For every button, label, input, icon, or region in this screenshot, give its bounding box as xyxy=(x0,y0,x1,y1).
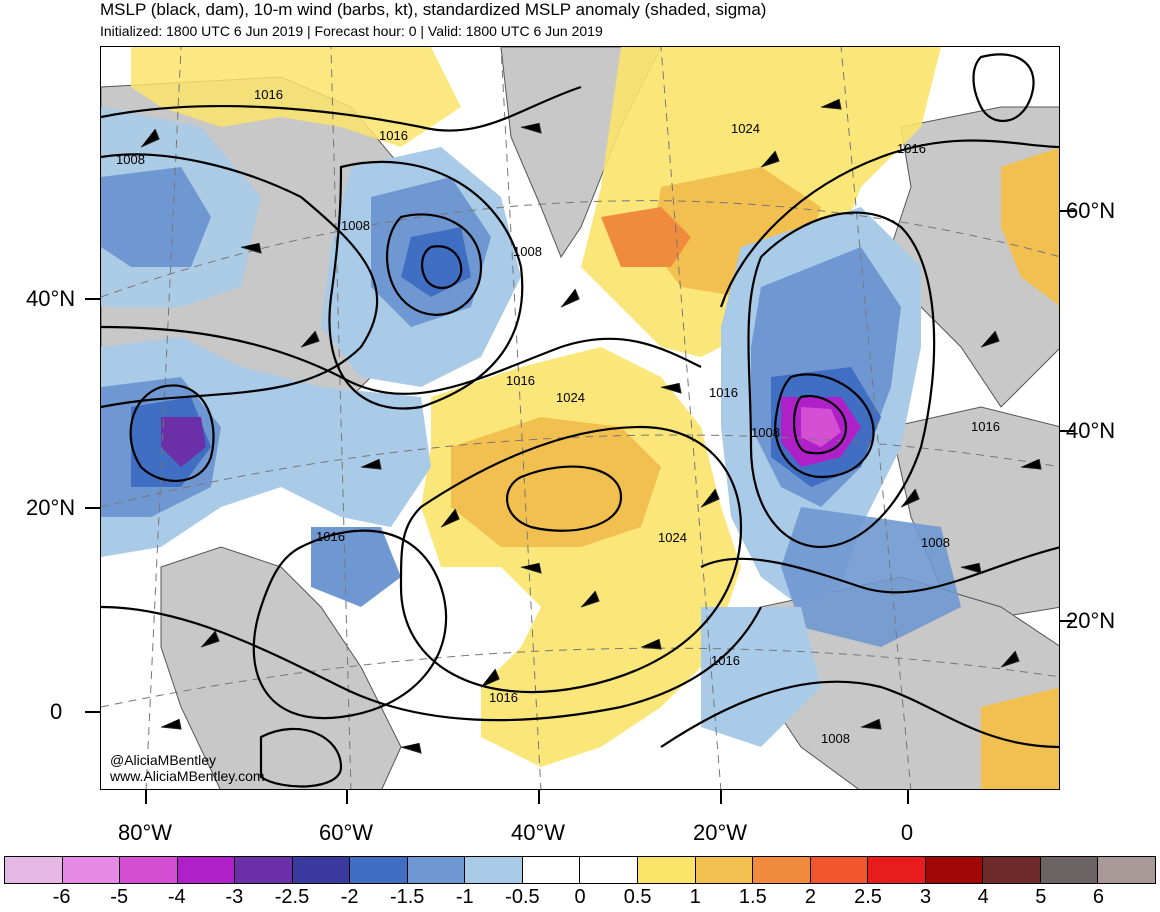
colorbar-swatch xyxy=(868,857,926,883)
contour-label: 1008 xyxy=(341,218,370,233)
contour-label: 1016 xyxy=(489,690,518,705)
tick-mark xyxy=(538,790,540,804)
colorbar-swatch xyxy=(177,857,236,883)
colorbar-label: 2.5 xyxy=(854,886,882,908)
tick-mark xyxy=(145,790,147,804)
colorbar-label: 0.5 xyxy=(623,886,652,908)
lon-label-20w: 20°W xyxy=(692,820,748,845)
colorbar-label: -2 xyxy=(340,886,359,908)
tick-mark xyxy=(85,298,100,300)
colorbar-swatch xyxy=(810,857,869,883)
colorbar-label: 4 xyxy=(977,886,989,908)
colorbar-label: -5 xyxy=(110,886,129,908)
colorbar-swatch xyxy=(407,857,466,883)
colorbar-swatch xyxy=(5,857,63,883)
colorbar-label: 0 xyxy=(574,886,586,908)
lat-label-left-40n: 40°N xyxy=(26,286,76,311)
colorbar-swatch xyxy=(580,857,639,883)
contour-label: 1016 xyxy=(254,87,283,102)
colorbar-label: 3 xyxy=(920,886,932,908)
lat-label-left-20n: 20°N xyxy=(26,495,76,520)
colorbar-swatch xyxy=(62,857,121,883)
contour-label: 1024 xyxy=(731,121,760,136)
tick-mark xyxy=(720,790,722,804)
contour-label: 1008 xyxy=(921,535,950,550)
map-title: MSLP (black, dam), 10-m wind (barbs, kt)… xyxy=(100,0,767,19)
colorbar-swatch xyxy=(522,857,581,883)
contour-label: 1024 xyxy=(658,530,687,545)
tick-mark xyxy=(907,790,909,804)
map-canvas: 1016 1016 1008 1008 1008 1024 1016 1016 … xyxy=(101,47,1059,789)
tick-mark xyxy=(1060,210,1075,212)
wind-barbs xyxy=(140,98,1042,754)
colorbar-label: -1 xyxy=(455,886,474,908)
lon-label-40w: 40°W xyxy=(510,820,566,845)
contour-label: 1008 xyxy=(751,425,780,440)
colorbar-swatch xyxy=(1098,857,1155,883)
colorbar-label: -4 xyxy=(167,886,186,908)
colorbar-swatch xyxy=(753,857,811,883)
positive-anomaly-shading xyxy=(131,47,1059,789)
credit-website: www.AliciaMBentley.com xyxy=(110,768,265,784)
contour-label: 1016 xyxy=(316,529,345,544)
colorbar-swatch xyxy=(235,857,293,883)
colorbar-label: -2.5 xyxy=(274,886,310,908)
colorbar-label: 5 xyxy=(1035,886,1047,908)
contour-labels: 1016 1016 1008 1008 1008 1024 1016 1016 … xyxy=(116,87,1000,746)
colorbar-label: -0.5 xyxy=(505,886,540,908)
tick-mark xyxy=(346,790,348,804)
map-subtitle: Initialized: 1800 UTC 6 Jun 2019 | Forec… xyxy=(100,23,603,39)
tick-mark xyxy=(85,507,100,509)
colorbar-label: -6 xyxy=(52,886,71,908)
colorbar-swatch xyxy=(695,857,754,883)
colorbar-label: -1.5 xyxy=(389,886,425,908)
contour-label: 1016 xyxy=(709,385,738,400)
contour-label: 1024 xyxy=(556,390,585,405)
credit-handle: @AliciaMBentley xyxy=(110,752,217,768)
lat-label-left-0: 0 xyxy=(50,699,63,724)
colorbar xyxy=(4,856,1156,884)
colorbar-swatch xyxy=(465,857,523,883)
lon-label-80w: 80°W xyxy=(117,820,173,845)
contour-label: 1008 xyxy=(513,244,542,259)
colorbar-swatch xyxy=(925,857,984,883)
colorbar-label: 1 xyxy=(689,886,701,908)
contour-label: 1016 xyxy=(897,141,926,156)
contour-label: 1016 xyxy=(971,419,1000,434)
colorbar-swatch xyxy=(120,857,178,883)
colorbar-label: 2 xyxy=(804,886,816,908)
colorbar-swatch xyxy=(350,857,408,883)
contour-label: 1016 xyxy=(711,653,740,668)
colorbar-swatch xyxy=(292,857,351,883)
colorbar-label: -3 xyxy=(225,886,244,908)
colorbar-swatch xyxy=(1040,857,1099,883)
contour-label: 1016 xyxy=(379,128,408,143)
tick-mark xyxy=(1060,430,1075,432)
colorbar-label: 6 xyxy=(1092,886,1104,908)
contour-label: 1008 xyxy=(116,152,145,167)
contour-label: 1016 xyxy=(506,373,535,388)
tick-mark xyxy=(1060,620,1075,622)
colorbar-label: 1.5 xyxy=(738,886,767,908)
colorbar-swatch xyxy=(638,857,696,883)
weather-map: 1016 1016 1008 1008 1008 1024 1016 1016 … xyxy=(100,46,1060,790)
contour-label: 1008 xyxy=(821,731,850,746)
colorbar-swatch xyxy=(983,857,1041,883)
tick-mark xyxy=(85,711,100,713)
mslp-contours xyxy=(101,53,1059,788)
lon-label-60w: 60°W xyxy=(318,820,374,845)
lon-label-0: 0 xyxy=(900,820,914,845)
